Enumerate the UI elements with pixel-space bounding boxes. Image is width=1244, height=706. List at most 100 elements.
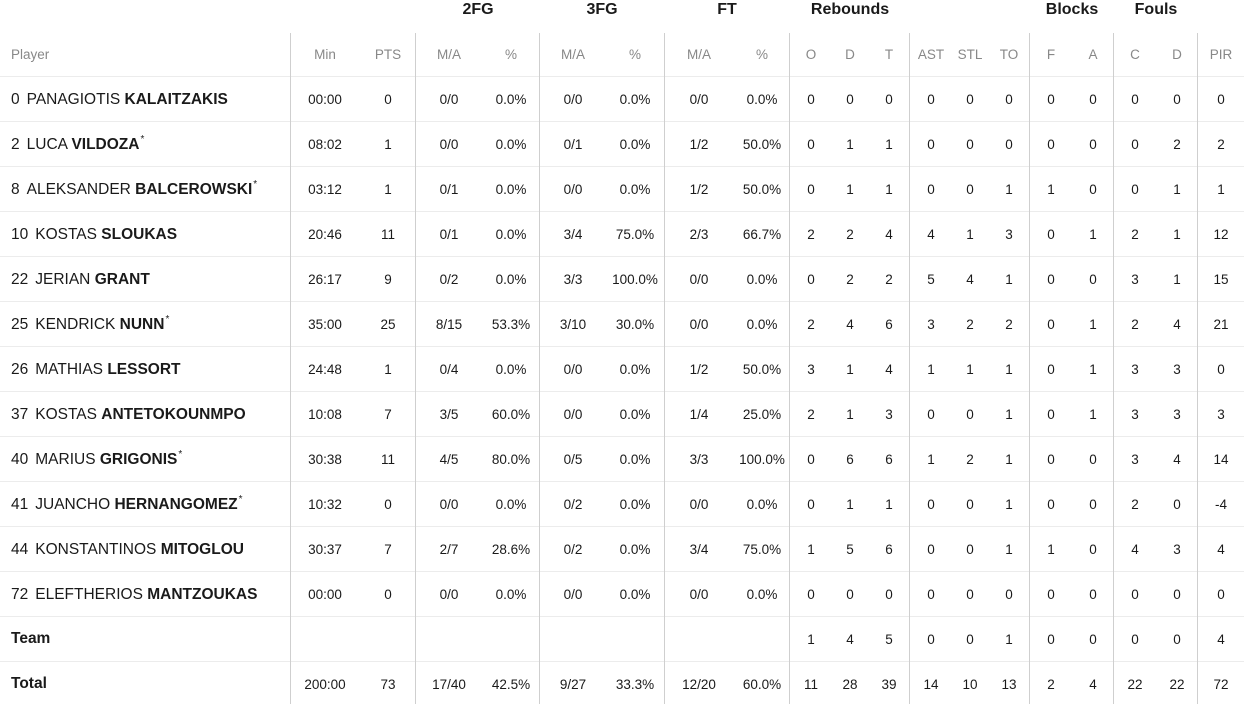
stat-cell: 12/20	[664, 662, 734, 706]
column-header: T	[868, 33, 910, 77]
column-header: STL	[952, 33, 988, 77]
stat-cell: 73	[360, 662, 416, 706]
stat-cell: 60.0%	[482, 392, 540, 437]
stat-cell: 0.0%	[482, 122, 540, 167]
column-header: Min	[290, 33, 360, 77]
stat-cell: 0	[952, 392, 988, 437]
stat-cell: 1	[360, 347, 416, 392]
stat-cell: 0	[910, 617, 952, 662]
stat-cell: 0	[1156, 572, 1198, 617]
stat-cell: 6	[868, 437, 910, 482]
stat-cell: 2	[988, 302, 1030, 347]
column-divider	[789, 33, 790, 704]
stat-cell: 0	[1072, 527, 1114, 572]
stat-cell: 2	[832, 257, 868, 302]
group-header-3fg: 3FG	[540, 0, 664, 20]
stat-cell: 12	[1198, 212, 1244, 257]
stat-cell: 1	[790, 527, 832, 572]
player-last-name: SLOUKAS	[101, 226, 177, 243]
stat-cell: 0/1	[416, 167, 482, 212]
stat-cell: 1	[1030, 527, 1072, 572]
stat-cell: 25.0%	[734, 392, 790, 437]
stat-cell: 0.0%	[482, 212, 540, 257]
stat-cell: 3/10	[540, 302, 606, 347]
stat-cell: 2	[790, 302, 832, 347]
stat-cell: 1	[988, 617, 1030, 662]
stat-cell: 1	[868, 482, 910, 527]
stat-cell: 5	[832, 527, 868, 572]
starter-mark: *	[239, 494, 243, 505]
stat-cell: 0	[1030, 77, 1072, 122]
player-number: 10	[11, 226, 28, 243]
stat-cell: 0.0%	[482, 572, 540, 617]
starter-mark: *	[178, 449, 182, 460]
stat-cell: 1	[1072, 392, 1114, 437]
column-divider	[415, 33, 416, 704]
stat-cell: 0	[790, 77, 832, 122]
stat-cell: 42.5%	[482, 662, 540, 706]
stat-cell: 1	[1156, 167, 1198, 212]
stat-cell: 75.0%	[606, 212, 664, 257]
stat-cell: 25	[360, 302, 416, 347]
column-header: M/A	[664, 33, 734, 77]
group-header-fouls: Fouls	[1114, 0, 1198, 20]
stat-cell: 4	[952, 257, 988, 302]
column-divider	[290, 33, 291, 704]
stat-cell: 0	[790, 437, 832, 482]
stat-cell	[482, 617, 540, 662]
stat-cell: 11	[360, 212, 416, 257]
stat-cell: 0	[1030, 437, 1072, 482]
stat-cell: 3/4	[664, 527, 734, 572]
player-number: 26	[11, 361, 28, 378]
stat-cell: 22	[1156, 662, 1198, 706]
player-number: 72	[11, 586, 28, 603]
stat-cell: 0.0%	[606, 167, 664, 212]
player-number: 22	[11, 271, 28, 288]
stat-cell: 20:46	[290, 212, 360, 257]
player-last-name: ANTETOKOUNMPO	[101, 406, 245, 423]
stat-cell: 2	[1114, 482, 1156, 527]
stat-cell: 14	[1198, 437, 1244, 482]
stat-cell: 0	[1156, 77, 1198, 122]
stat-cell: 100.0%	[606, 257, 664, 302]
stat-cell: 1	[832, 482, 868, 527]
stat-cell: 0	[988, 77, 1030, 122]
stat-cell: 1	[1198, 167, 1244, 212]
column-header: D	[1156, 33, 1198, 77]
stat-cell: 3/3	[540, 257, 606, 302]
column-header: A	[1072, 33, 1114, 77]
stat-cell: 0/1	[540, 122, 606, 167]
stat-cell: -4	[1198, 482, 1244, 527]
stat-cell: 4	[1198, 527, 1244, 572]
stat-cell: 0	[1198, 572, 1244, 617]
column-header: D	[832, 33, 868, 77]
stat-cell: 3/3	[664, 437, 734, 482]
stat-cell: 03:12	[290, 167, 360, 212]
stat-cell: 0	[910, 167, 952, 212]
stat-cell: 2	[952, 302, 988, 347]
stat-cell: 2/3	[664, 212, 734, 257]
stat-cell: 9/27	[540, 662, 606, 706]
player-last-name: GRANT	[95, 271, 150, 288]
stat-cell: 0/0	[540, 572, 606, 617]
stat-cell: 75.0%	[734, 527, 790, 572]
stat-cell: 1	[868, 167, 910, 212]
stat-cell: 0	[988, 572, 1030, 617]
stat-cell: 9	[360, 257, 416, 302]
stat-cell: 0	[952, 167, 988, 212]
stat-cell: 0/4	[416, 347, 482, 392]
player-last-name: LESSORT	[107, 361, 180, 378]
stat-cell: 11	[360, 437, 416, 482]
stat-cell: 30:38	[290, 437, 360, 482]
stat-cell: 0/0	[416, 77, 482, 122]
stat-cell: 0	[1030, 617, 1072, 662]
